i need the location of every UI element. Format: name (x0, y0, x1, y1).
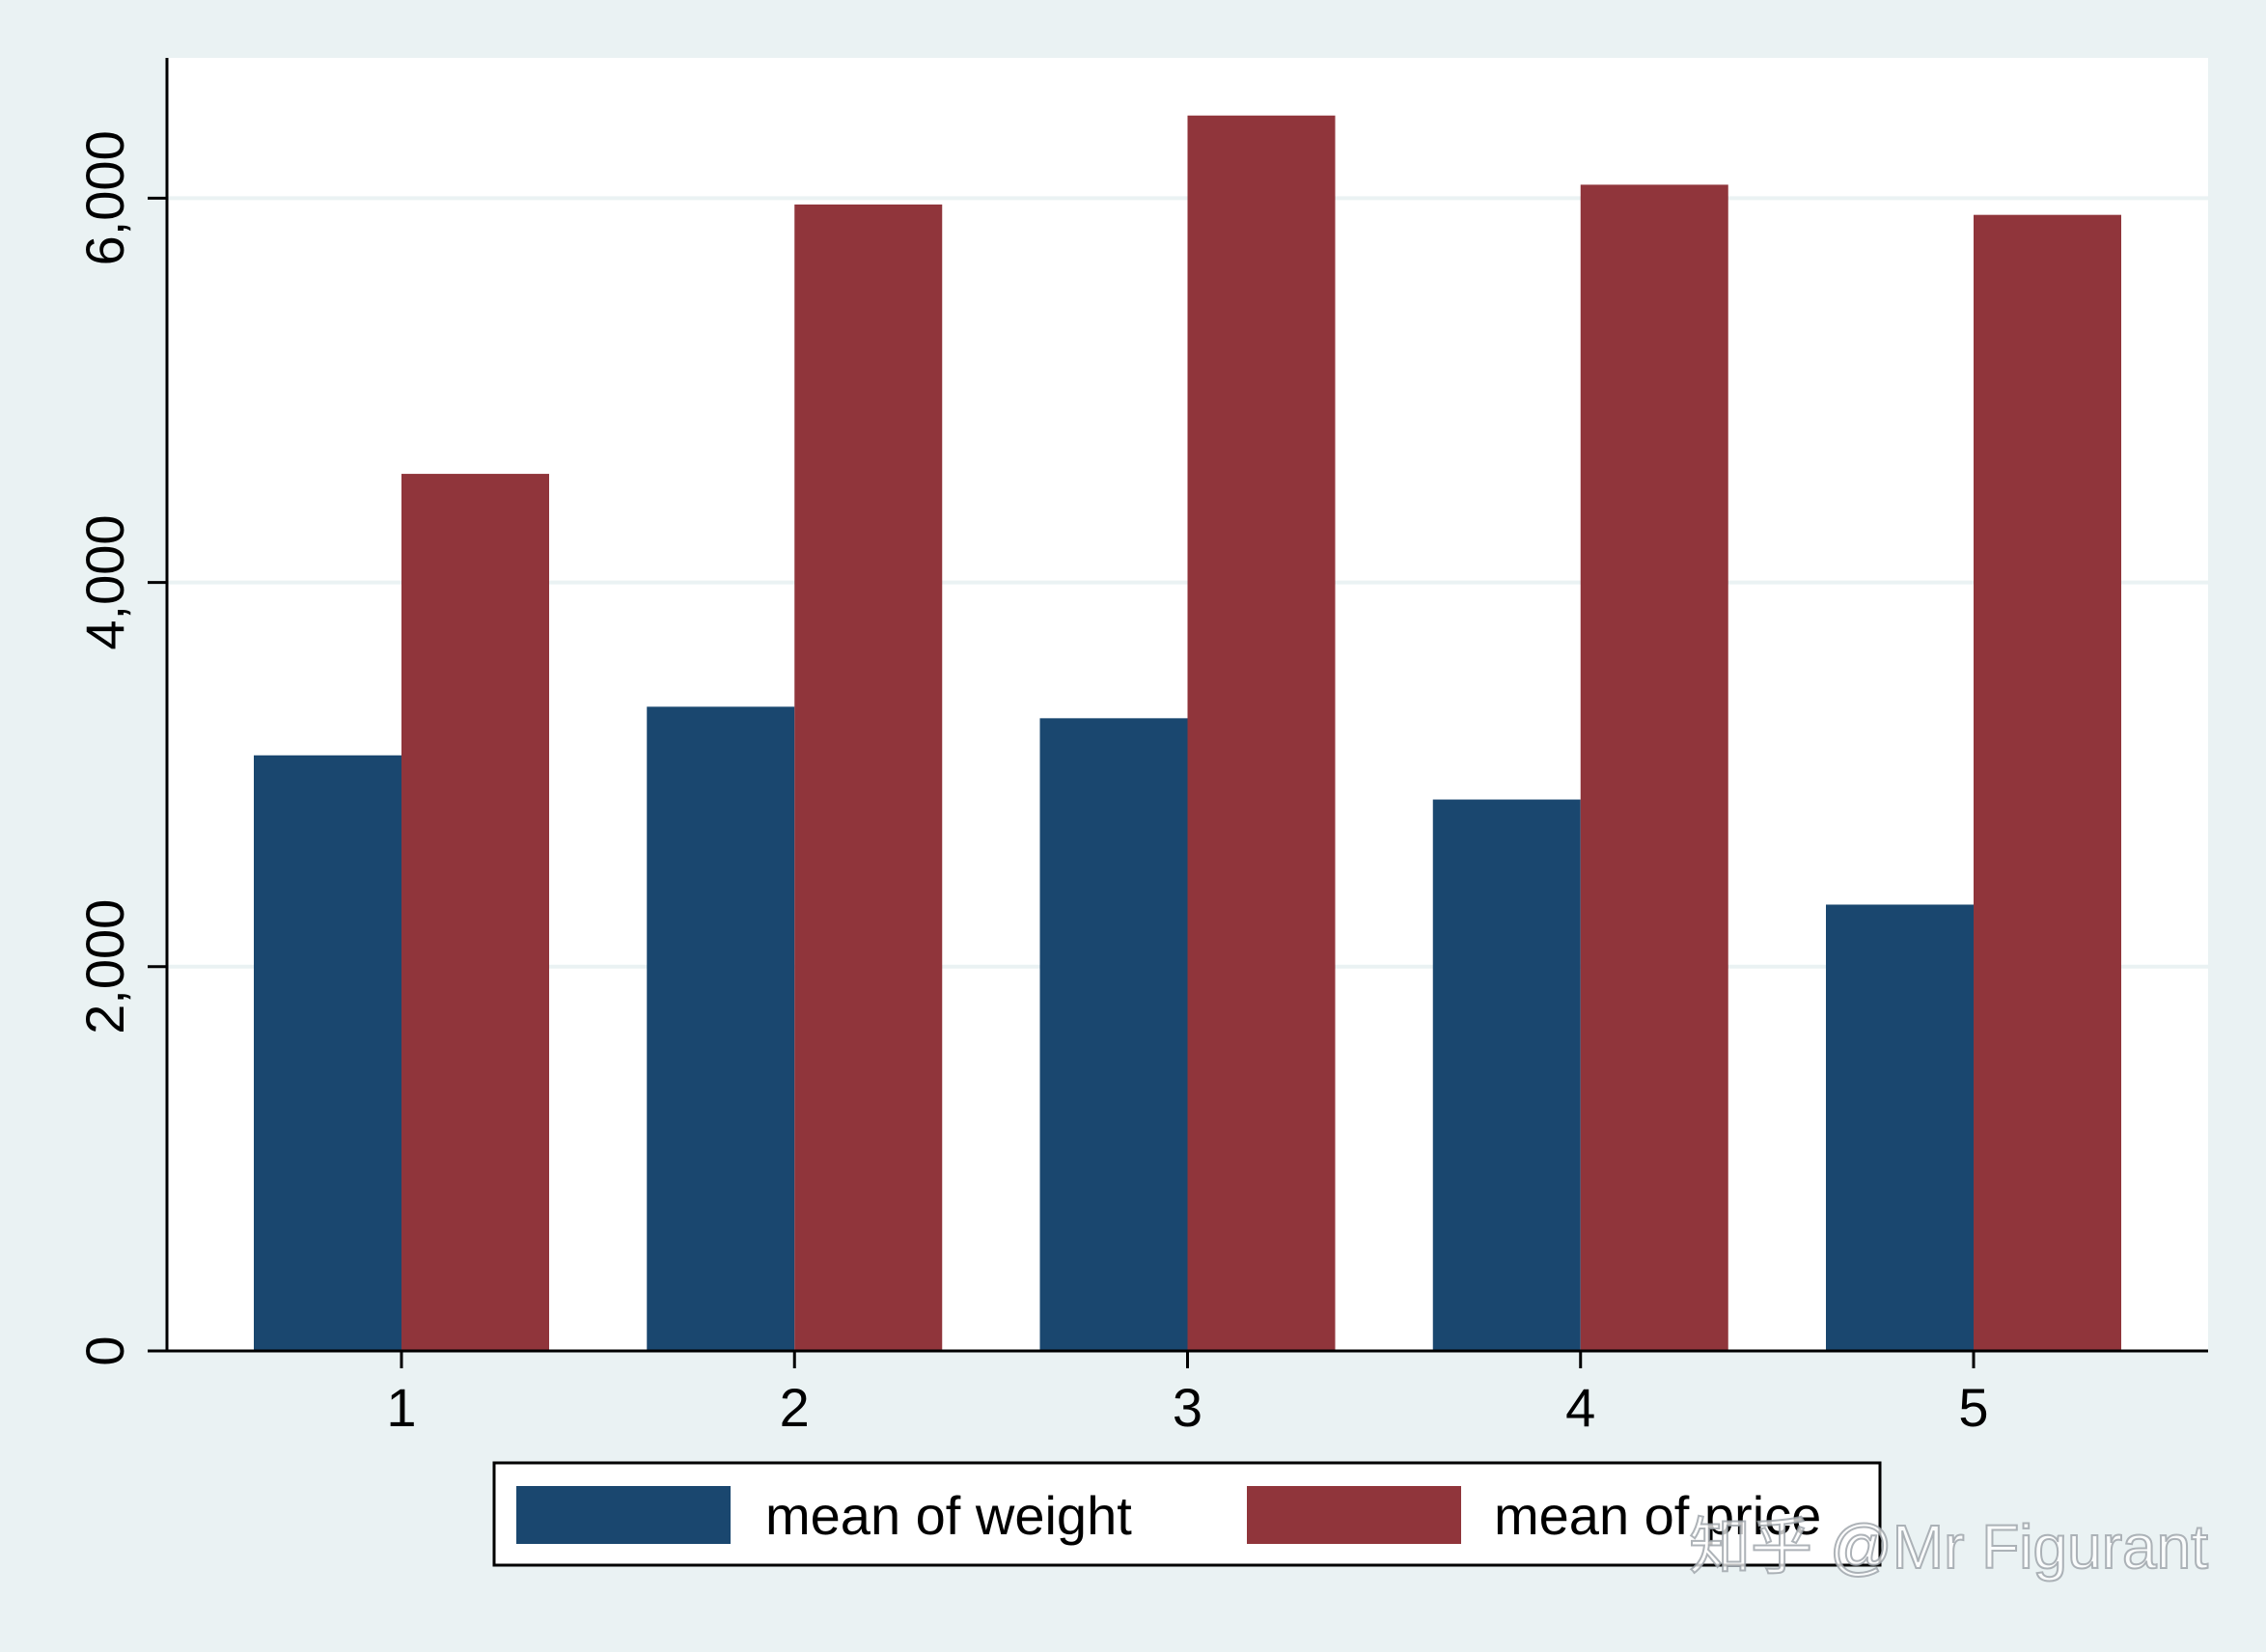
bar-mean-of-price-3 (1187, 115, 1336, 1351)
x-ticks: 1 2 3 4 5 (386, 1351, 1989, 1438)
legend: mean of weight mean of price (492, 1461, 1882, 1567)
y-tick-label: 2,000 (74, 899, 135, 1034)
bar-mean-of-price-4 (1580, 184, 1728, 1351)
y-tick-label: 6,000 (74, 130, 135, 265)
bar-mean-of-weight-3 (1039, 718, 1188, 1351)
legend-swatch-mean-of-price (1247, 1486, 1461, 1544)
legend-label-mean-of-price: mean of price (1494, 1485, 1821, 1546)
y-tick-label: 0 (74, 1335, 135, 1365)
bar-mean-of-price-1 (401, 474, 549, 1351)
bar-mean-of-weight-5 (1826, 904, 1974, 1351)
bar-mean-of-price-2 (794, 204, 943, 1351)
bar-mean-of-price-5 (1974, 214, 2121, 1351)
bars (254, 115, 2121, 1351)
y-tick-label: 4,000 (74, 514, 135, 649)
bar-mean-of-weight-4 (1432, 799, 1581, 1351)
x-tick-label: 3 (1173, 1377, 1202, 1438)
x-tick-label: 1 (386, 1377, 416, 1438)
legend-swatch-mean-of-weight (516, 1486, 731, 1544)
watermark: 知乎 @Mr Figurant (1689, 1512, 2208, 1582)
y-ticks: 0 2,000 4,000 6,000 (74, 130, 167, 1366)
bar-mean-of-weight-1 (254, 755, 401, 1351)
x-tick-label: 2 (780, 1377, 810, 1438)
x-tick-label: 4 (1565, 1377, 1595, 1438)
x-tick-label: 5 (1958, 1377, 1988, 1438)
bar-mean-of-weight-2 (647, 706, 795, 1351)
legend-label-mean-of-weight: mean of weight (765, 1485, 1132, 1546)
